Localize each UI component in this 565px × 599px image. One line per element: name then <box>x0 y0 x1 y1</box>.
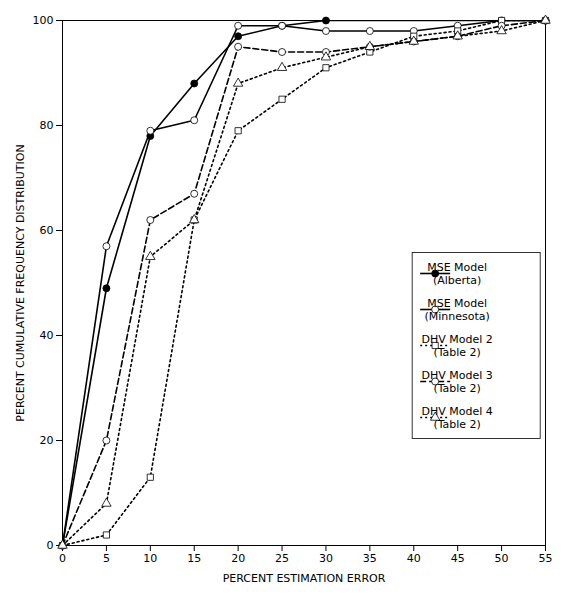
svg-text:55: 55 <box>539 552 553 565</box>
svg-text:MSE Model(Minnesota): MSE Model(Minnesota) <box>424 297 489 323</box>
svg-text:15: 15 <box>187 552 201 565</box>
svg-text:20: 20 <box>40 434 54 447</box>
svg-text:30: 30 <box>319 552 333 565</box>
svg-text:35: 35 <box>363 552 377 565</box>
svg-text:40: 40 <box>40 329 54 342</box>
svg-text:50: 50 <box>495 552 509 565</box>
svg-text:25: 25 <box>275 552 289 565</box>
svg-text:0: 0 <box>59 552 66 565</box>
svg-text:40: 40 <box>407 552 421 565</box>
svg-text:PERCENT ESTIMATION ERROR: PERCENT ESTIMATION ERROR <box>223 572 386 585</box>
svg-text:20: 20 <box>231 552 245 565</box>
svg-text:DHV Model 2(Table 2): DHV Model 2(Table 2) <box>422 333 493 359</box>
svg-text:0: 0 <box>47 539 54 552</box>
svg-text:100: 100 <box>33 14 54 27</box>
svg-text:DHV Model 4(Table 2): DHV Model 4(Table 2) <box>422 405 493 431</box>
svg-text:60: 60 <box>40 224 54 237</box>
svg-text:MSE Model(Alberta): MSE Model(Alberta) <box>427 261 487 287</box>
svg-text:PERCENT CUMULATIVE FREQUENCY D: PERCENT CUMULATIVE FREQUENCY DISTRIBUTIO… <box>14 144 27 421</box>
svg-text:5: 5 <box>103 552 110 565</box>
svg-text:45: 45 <box>451 552 465 565</box>
svg-text:80: 80 <box>40 119 54 132</box>
svg-text:10: 10 <box>143 552 157 565</box>
svg-text:DHV Model 3(Table 2): DHV Model 3(Table 2) <box>422 369 493 395</box>
